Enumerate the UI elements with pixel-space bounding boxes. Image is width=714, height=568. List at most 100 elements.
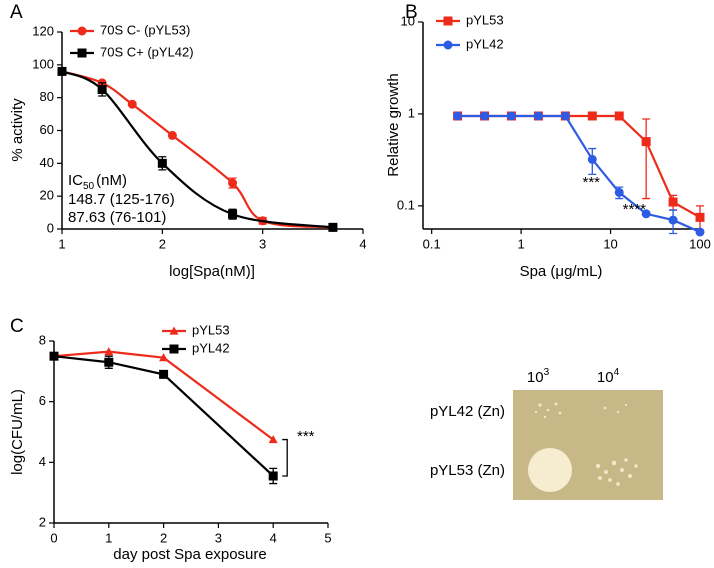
data-point: [268, 471, 278, 481]
data-point: [127, 99, 137, 109]
series-line: [53, 350, 274, 441]
y-axis-label: % activity: [9, 98, 26, 162]
dilution-label: 103: [527, 367, 550, 386]
y-tick-label: 120: [32, 23, 54, 38]
data-point: [506, 111, 516, 121]
legend-label: 70S C+ (pYL42): [100, 44, 194, 59]
dilution-exponent: 3: [544, 367, 550, 378]
data-point: [480, 111, 490, 121]
dilution-base: 10: [527, 369, 544, 386]
data-point: [533, 111, 543, 121]
data-point: [641, 209, 651, 219]
x-tick-label: 0: [50, 530, 57, 545]
series-line: [457, 114, 701, 219]
series-line: [53, 355, 274, 477]
legend-marker: [77, 48, 87, 58]
row-label: pYL53 (Zn): [430, 462, 505, 479]
x-tick-label: 4: [270, 530, 277, 545]
data-point: [157, 158, 167, 168]
legend-marker: [169, 344, 179, 354]
x-tick-label: 1: [105, 530, 112, 545]
data-point: [668, 215, 678, 225]
data-point: [57, 66, 67, 76]
x-tick-label: 1: [517, 236, 524, 251]
legend-label: pYL53: [192, 322, 230, 337]
y-tick-label: 6: [39, 393, 46, 408]
significance-bracket: [282, 438, 288, 477]
y-axis-label: log(CFU/mL): [9, 389, 26, 475]
colonies: [528, 402, 638, 492]
legend-marker: [169, 326, 179, 335]
x-axis-label: log[Spa(nM)]: [169, 263, 255, 280]
annotation: 87.63 (76-101): [68, 209, 166, 226]
y-tick-label: 0.1: [397, 197, 415, 212]
x-tick-label: 3: [215, 530, 222, 545]
dilution-base: 10: [597, 369, 614, 386]
annotation-text: ***: [582, 174, 600, 191]
annotation: ***: [297, 428, 315, 445]
data-point: [614, 111, 624, 121]
data-point: [268, 435, 278, 444]
annotation-subscript: 50: [83, 181, 95, 192]
data-point: [587, 154, 597, 164]
plate-panel: 103 104 pYL42 (Zn) pYL53 (Zn): [430, 367, 663, 500]
data-point: [614, 187, 624, 197]
annotation: IC50 (nM): [68, 172, 127, 192]
x-axis-label: day post Spa exposure: [113, 546, 266, 563]
legend-marker: [443, 16, 453, 26]
y-axis-label: Relative growth: [385, 73, 402, 176]
y-tick-label: 1: [408, 105, 415, 120]
x-tick-label: 2: [160, 530, 167, 545]
y-tick-label: 60: [40, 122, 54, 137]
x-tick-label: 1: [58, 236, 65, 251]
annotation-text: 148.7 (125-176): [68, 191, 175, 208]
data-point: [167, 130, 177, 140]
y-tick-label: 4: [39, 454, 46, 469]
data-point: [159, 353, 169, 362]
legend-label: pYL42: [192, 340, 230, 355]
annotation: ****: [623, 201, 647, 218]
data-point: [104, 357, 114, 367]
error-bar: [642, 118, 651, 200]
panel-letter: C: [10, 316, 24, 337]
annotation: 148.7 (125-176): [68, 191, 175, 208]
data-point: [49, 351, 59, 361]
data-point: [641, 137, 651, 147]
legend-marker: [443, 40, 453, 50]
annotation-text: ****: [623, 201, 647, 218]
panel-letter: B: [405, 2, 418, 23]
data-point: [453, 111, 463, 121]
legend-marker: [77, 26, 87, 36]
x-axis-label: Spa (μg/mL): [520, 263, 603, 280]
dilution-exponent: 4: [614, 367, 620, 378]
x-tick-label: 5: [324, 530, 331, 545]
y-tick-label: 8: [39, 332, 46, 347]
series-line: [457, 114, 701, 233]
data-point: [328, 222, 338, 232]
y-tick-label: 0: [47, 220, 54, 235]
legend-label: pYL53: [466, 12, 504, 27]
annotation-text: 87.63 (76-101): [68, 209, 166, 226]
data-point: [228, 209, 238, 219]
data-point: [228, 178, 238, 188]
annotation-text: ***: [297, 428, 315, 445]
data-point: [97, 84, 107, 94]
y-tick-label: 100: [32, 56, 54, 71]
data-point: [587, 111, 597, 121]
data-point: [104, 347, 114, 356]
row-label: pYL42 (Zn): [430, 403, 505, 420]
x-tick-label: 100: [689, 236, 711, 251]
data-point: [695, 227, 705, 237]
annotation-text: (nM): [96, 172, 127, 189]
data-point: [159, 369, 169, 379]
x-tick-label: 2: [159, 236, 166, 251]
annotation: ***: [582, 174, 600, 191]
x-tick-label: 4: [359, 236, 366, 251]
x-tick-label: 10: [603, 236, 617, 251]
y-tick-label: 2: [39, 514, 46, 529]
data-point: [668, 197, 678, 207]
y-tick-label: 20: [40, 188, 54, 203]
legend-label: pYL42: [466, 36, 504, 51]
